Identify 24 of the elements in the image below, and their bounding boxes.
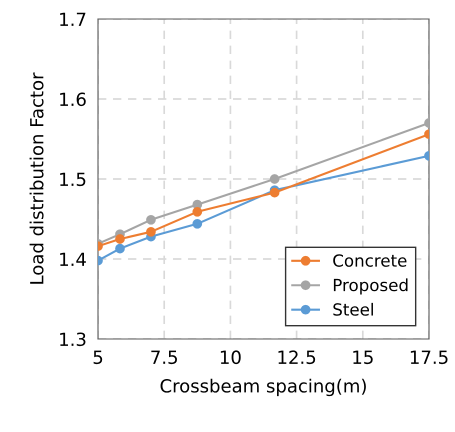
point xyxy=(115,244,125,254)
point xyxy=(146,226,156,237)
x-tick-label: 15 xyxy=(353,350,373,364)
legend-label: Proposed xyxy=(334,278,408,295)
y-tick-label: 1.4 xyxy=(60,252,86,266)
point xyxy=(270,174,280,184)
point xyxy=(192,218,202,229)
x-tick-label: 17.5 xyxy=(410,350,448,364)
legend-label: Concrete xyxy=(333,254,406,267)
x-tick-label: 5 xyxy=(94,350,102,364)
y-tick-label: 1.3 xyxy=(60,332,86,346)
point xyxy=(270,188,280,198)
y-tick-label: 1.6 xyxy=(60,92,86,106)
x-axis-title: Crossbeam spacing(m) xyxy=(160,378,366,396)
x-tick-label: 10 xyxy=(220,350,241,364)
legend-label: Steel xyxy=(333,302,373,316)
x-tick-label: 7.5 xyxy=(151,350,177,364)
y-tick-label: 1.5 xyxy=(60,172,86,186)
point xyxy=(115,234,125,244)
point xyxy=(192,206,202,217)
y-tick-label: 1.7 xyxy=(60,12,86,26)
y-axis-title: Load distribution Factor xyxy=(30,72,44,284)
x-tick-label: 12.5 xyxy=(278,350,316,364)
point xyxy=(146,214,156,225)
